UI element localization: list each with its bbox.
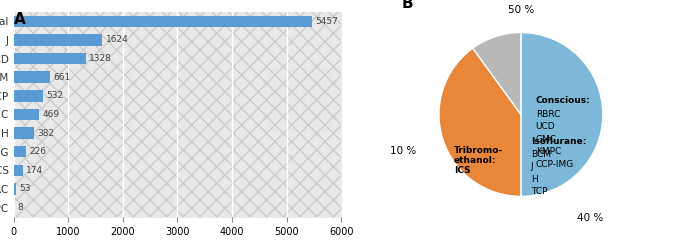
Text: 382: 382 (38, 129, 55, 138)
Text: 226: 226 (29, 147, 46, 156)
Text: 40 %: 40 % (577, 213, 604, 223)
Wedge shape (439, 48, 521, 196)
Bar (14, 127, 34, 139)
Text: 1624: 1624 (105, 35, 128, 45)
Bar (14, 16, 312, 27)
Text: 8: 8 (17, 203, 23, 212)
Bar (14, 146, 26, 158)
Text: 532: 532 (46, 91, 63, 100)
Bar (14, 90, 43, 102)
Bar (14, 183, 16, 195)
Wedge shape (473, 33, 521, 114)
Text: 5457: 5457 (315, 17, 338, 26)
Text: Isoflurane:: Isoflurane: (531, 137, 586, 147)
Text: 10 %: 10 % (390, 146, 416, 156)
Text: 1328: 1328 (89, 54, 112, 63)
Text: 661: 661 (53, 73, 70, 82)
Text: A: A (14, 12, 25, 27)
Text: 174: 174 (26, 166, 43, 175)
Text: BCM
J
H
TCP: BCM J H TCP (531, 150, 551, 196)
Text: B: B (402, 0, 414, 11)
Text: Tribromo-
ethanol:
ICS: Tribromo- ethanol: ICS (454, 146, 503, 175)
Bar (14, 53, 86, 64)
Text: 50 %: 50 % (508, 5, 534, 14)
Bar (14, 34, 102, 46)
Bar (14, 165, 23, 176)
Bar (14, 71, 49, 83)
Text: 469: 469 (43, 110, 59, 119)
Text: 53: 53 (20, 184, 31, 194)
Text: RBRC
UCD
GMC
KMPC
CCP-IMG: RBRC UCD GMC KMPC CCP-IMG (535, 110, 574, 168)
Wedge shape (521, 33, 603, 196)
Bar (14, 109, 39, 120)
Text: Conscious:: Conscious: (535, 96, 590, 106)
